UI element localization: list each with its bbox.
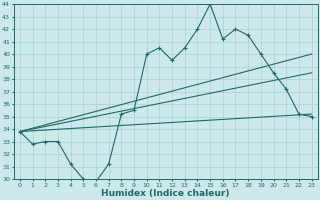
X-axis label: Humidex (Indice chaleur): Humidex (Indice chaleur): [101, 189, 230, 198]
